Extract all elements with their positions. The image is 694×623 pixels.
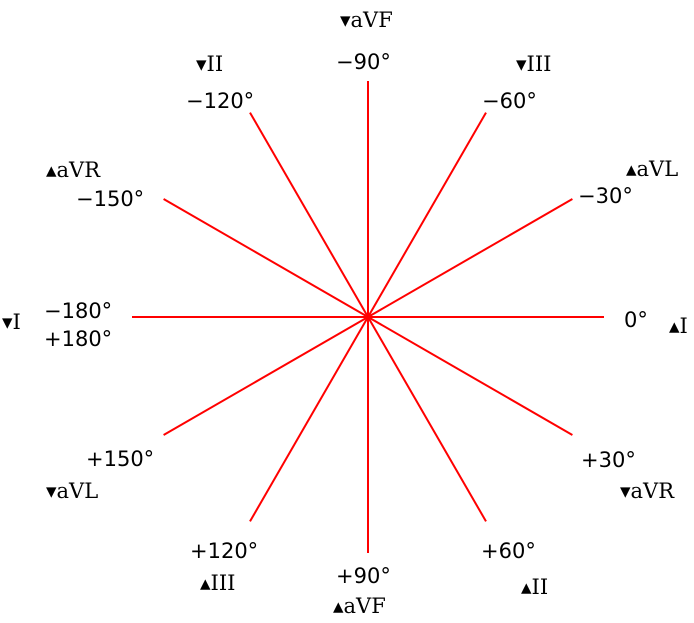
lead-label-inverted-iii: ▾III [516,52,551,76]
axis-line-plus-120 [249,316,369,522]
degree-label-plus-180: +180° [44,327,112,351]
axis-line-minus-150 [163,198,369,318]
degree-label-minus-30: −30° [578,184,633,208]
center-point [365,314,371,320]
lead-label-inverted-avf: ▾aVF [340,8,393,32]
degree-label-plus-30: +30° [581,448,636,472]
lead-label-ii: ▴II [521,575,548,599]
degree-label-plus-90: +90° [336,564,391,588]
degree-label-minus-150: −150° [76,187,144,211]
lead-label-avr: ▴aVR [46,158,101,182]
degree-label-minus-120: −120° [186,89,254,113]
lead-label-inverted-avl: ▾aVL [46,479,98,503]
lead-label-avf: ▴aVF [333,594,386,618]
axis-line-plus-30 [367,316,573,436]
degree-label-minus-180: −180° [44,299,112,323]
axis-line-plus-150 [163,316,369,436]
axis-line-minus-30 [367,198,573,318]
lead-label-i: ▴I [669,314,688,338]
degree-label-0: 0° [624,308,648,332]
axis-line-minus-60 [367,112,487,318]
degree-label-minus-60: −60° [482,89,537,113]
axis-lines [132,81,604,553]
lead-label-iii: ▴III [200,571,235,595]
lead-label-inverted-i: ▾I [2,310,21,334]
axis-line-minus-120 [249,112,369,318]
lead-label-inverted-ii: ▾II [196,52,223,76]
lead-label-inverted-avr: ▾aVR [620,479,675,503]
degree-label-minus-90: −90° [336,50,391,74]
degree-label-plus-150: +150° [86,447,154,471]
axis-line-plus-60 [367,316,487,522]
lead-label-avl: ▴aVL [626,157,678,181]
degree-label-plus-60: +60° [481,539,536,563]
degree-label-plus-120: +120° [190,539,258,563]
